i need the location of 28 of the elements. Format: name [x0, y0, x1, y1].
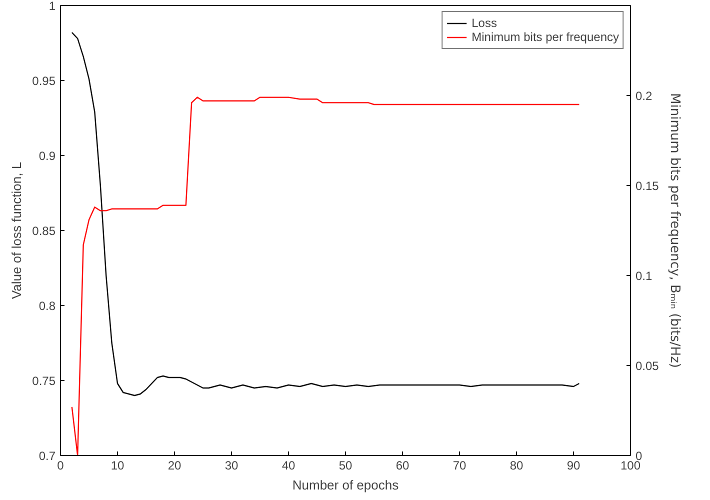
x-tick-label: 70: [452, 458, 466, 472]
y2-tick-label: 0.2: [636, 89, 653, 103]
legend-label: Minimum bits per frequency: [472, 30, 619, 44]
y-tick-label: 0.75: [32, 374, 56, 388]
y-tick-label: 0.95: [32, 74, 56, 88]
legend-label: Loss: [472, 16, 497, 30]
y-axis-title: Value of loss function, L: [9, 162, 24, 300]
x-tick-label: 80: [510, 458, 524, 472]
line-series: [71, 96, 580, 456]
y-tick-label: 0.9: [38, 149, 56, 163]
y2-tick-label: 0.15: [636, 179, 660, 193]
y-tick-label: 1: [48, 0, 56, 13]
x-tick-label: 40: [282, 458, 296, 472]
x-tick-label: 60: [396, 458, 410, 472]
x-tick-label: 90: [566, 458, 580, 472]
y-tick-label: 0.8: [38, 299, 56, 313]
x-tick-label: 20: [168, 458, 182, 472]
y-tick-label: 0.85: [32, 224, 56, 238]
x-tick-label: 30: [224, 458, 238, 472]
x-tick-label: 10: [110, 458, 124, 472]
y-tick-label: 0.7: [38, 449, 56, 463]
x-tick-label: 50: [338, 458, 352, 472]
x-axis-title: Number of epochs: [292, 478, 400, 492]
y2-tick-label: 0.05: [636, 359, 660, 373]
x-tick-label: 0: [57, 458, 64, 472]
y2-tick-label: 0.1: [636, 269, 653, 283]
y2-axis-title: Minimum bits per frequency, Bₘᵢₙ (bits/Hz): [666, 93, 682, 368]
x-tick-label: 100: [620, 458, 641, 472]
